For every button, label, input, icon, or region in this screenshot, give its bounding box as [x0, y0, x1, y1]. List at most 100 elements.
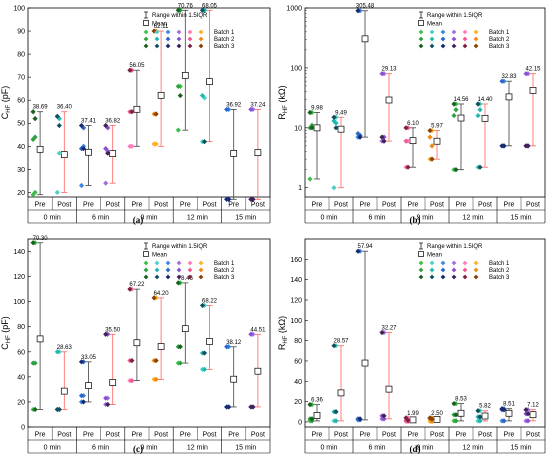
data-point: [30, 109, 36, 115]
y-tick-label: 60: [17, 98, 25, 105]
x-group-label: 12 min: [462, 215, 483, 222]
data-point: [54, 113, 60, 119]
legend-label-batch: Batch 3: [214, 275, 235, 281]
data-point: [103, 122, 109, 129]
legend-batch-marker: [451, 36, 457, 42]
x-tick-label-pre: Pre: [180, 202, 191, 209]
mean-value-label: 37.41: [81, 119, 97, 125]
series-9-min-post: 2.50: [427, 411, 443, 425]
mean-value-label: 29.13: [381, 67, 397, 73]
data-point: [250, 404, 256, 410]
data-point: [331, 114, 337, 120]
y-axis-label: CHF (pF): [0, 316, 12, 350]
mean-value-label: 32.27: [381, 325, 397, 331]
y-tick-label: 140: [13, 249, 25, 256]
y-tick-label: 40: [294, 379, 302, 386]
data-point: [201, 95, 208, 101]
mean-marker: [85, 382, 92, 389]
data-point: [405, 164, 411, 170]
legend-batch-marker: [198, 29, 204, 35]
legend-batch-marker: [154, 29, 160, 35]
data-point: [248, 331, 254, 337]
mean-value-label: 57.94: [357, 244, 373, 250]
mean-marker: [60, 151, 68, 158]
series-12-min-post: 68.22: [199, 298, 218, 372]
mean-marker: [313, 412, 321, 419]
mean-marker: [385, 96, 393, 104]
legend-batch-marker: [187, 29, 193, 35]
panel-caption: (c): [133, 444, 143, 454]
data-point: [30, 192, 36, 198]
data-point: [103, 145, 109, 152]
data-point: [499, 78, 505, 84]
mean-value-label: 44.51: [250, 327, 266, 333]
data-point: [429, 156, 435, 162]
data-point: [105, 401, 111, 408]
data-point: [453, 412, 459, 418]
legend-batch-marker: [440, 36, 446, 42]
legend-batch-marker: [198, 43, 204, 49]
legend-batch-marker: [473, 274, 479, 280]
x-group-label: 9 min: [416, 445, 433, 452]
legend-label-batch: Batch 3: [489, 275, 510, 281]
mean-value-label: 33.05: [81, 355, 97, 361]
data-point: [177, 360, 183, 366]
data-point: [381, 416, 387, 422]
legend-batch-marker: [154, 260, 160, 266]
data-point: [129, 143, 135, 149]
data-point: [451, 112, 457, 119]
mean-marker: [36, 145, 44, 153]
mean-marker: [457, 409, 465, 417]
series-15-min-pre: 8.51: [499, 402, 515, 424]
data-point: [153, 141, 159, 147]
y-tick-label: 70: [17, 75, 25, 82]
data-point: [355, 8, 361, 14]
legend-label-batch: Batch 2: [489, 268, 510, 274]
y-tick-label: 80: [17, 324, 25, 331]
x-tick-label-post: Post: [106, 432, 120, 439]
legend-batch-marker: [143, 267, 149, 273]
legend-batch-marker: [143, 260, 149, 266]
series-15-min-pre: 38.12: [224, 340, 242, 410]
series-12-min-pre: 70.76: [175, 3, 193, 133]
x-group-label: 12 min: [187, 215, 208, 222]
legend-batch-marker: [440, 43, 446, 49]
mean-value-label: 2.50: [431, 411, 443, 417]
mean-value-label: 8.53: [455, 397, 467, 403]
x-tick-label-post: Post: [478, 432, 492, 439]
data-point: [453, 167, 459, 173]
legend-batch-marker: [429, 43, 435, 49]
mean-marker: [133, 339, 141, 347]
legend-label-batch: Batch 1: [214, 30, 235, 36]
legend-label-batch: Batch 2: [214, 37, 235, 43]
x-tick-label-pre: Pre: [456, 432, 467, 439]
x-group-label: 9 min: [140, 445, 157, 452]
x-tick-label-pre: Pre: [35, 202, 46, 209]
legend-batch-marker: [165, 274, 171, 280]
legend-mean-icon: [143, 251, 149, 257]
series-12-min-post: 14.40: [475, 97, 493, 170]
y-tick-label: 10: [294, 125, 302, 132]
series-15-min-post: 42.15: [523, 67, 541, 149]
data-point: [475, 408, 481, 414]
legend-label-batch: Batch 1: [214, 261, 235, 267]
data-point: [32, 134, 38, 140]
data-point: [429, 416, 435, 422]
y-tick-label: 140: [290, 277, 302, 284]
data-point: [175, 127, 181, 133]
series-12-min-pre: 78.46: [175, 276, 193, 366]
series-6-min-pre: 37.41: [78, 119, 97, 189]
mean-marker: [133, 105, 141, 113]
data-point: [226, 196, 232, 202]
legend-mean-icon: [418, 20, 424, 26]
y-axis-label: RHF (kΩ): [277, 316, 289, 350]
y-axis-label-sub: HF: [283, 105, 289, 113]
x-tick-label-post: Post: [57, 202, 71, 209]
mean-value-label: 68.05: [202, 3, 218, 9]
mean-value-label: 5.97: [431, 124, 443, 130]
data-point: [175, 83, 181, 89]
mean-value-label: 42.15: [525, 67, 541, 73]
data-point: [201, 350, 208, 356]
legend-batch-marker: [462, 267, 468, 273]
